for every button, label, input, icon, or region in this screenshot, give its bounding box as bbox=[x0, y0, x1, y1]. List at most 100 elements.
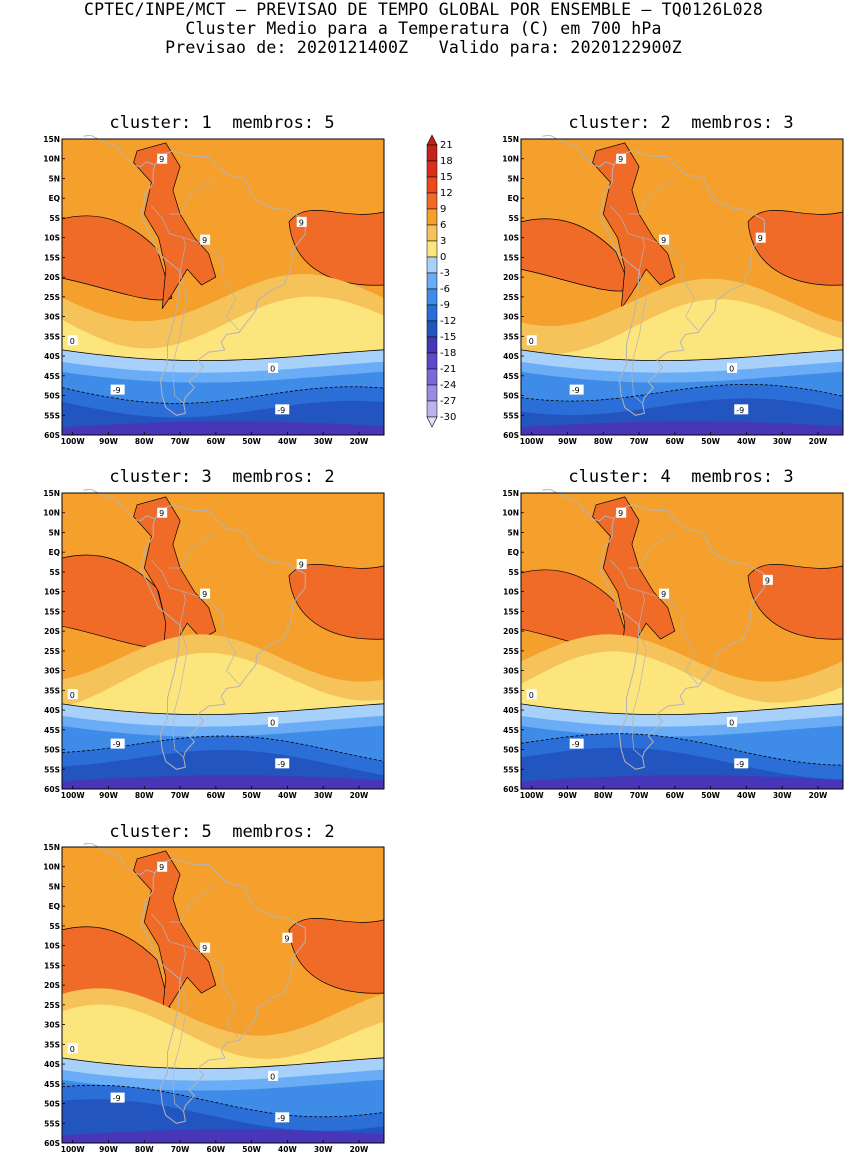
map-panel-3: 0 0 -9 -9 9 9 9 15N 10N 5N EQ 5S 10S 15S 20S 25S 30S 35S 4… bbox=[43, 489, 385, 799]
contour-label-9-north: 9 bbox=[618, 155, 623, 164]
colorbar-swatch bbox=[426, 288, 438, 306]
lon-label: 20W bbox=[350, 437, 369, 445]
contour-minus9 bbox=[61, 386, 385, 404]
lat-label: 15N bbox=[43, 135, 60, 144]
colorbar-swatch bbox=[426, 160, 438, 178]
lat-label: 55S bbox=[44, 1119, 60, 1128]
contour-label-0-west: 0 bbox=[70, 691, 75, 700]
contour-label-0-west-box bbox=[67, 335, 78, 346]
lat-label: 40S bbox=[503, 706, 519, 715]
lat-label: 10S bbox=[44, 942, 60, 951]
colorbar-label: -3 bbox=[440, 268, 450, 279]
colorbar-label: -15 bbox=[440, 332, 456, 343]
colorbar-swatch bbox=[426, 208, 438, 226]
country-border-1 bbox=[642, 591, 699, 685]
lat-label: 50S bbox=[503, 746, 519, 755]
coastline bbox=[599, 150, 765, 416]
contour-minus9 bbox=[61, 735, 385, 762]
coastline bbox=[140, 504, 306, 770]
lon-label: 60W bbox=[665, 791, 684, 799]
lon-label: 50W bbox=[242, 791, 261, 799]
colorbar-swatch bbox=[426, 368, 438, 386]
lat-label: 15N bbox=[502, 135, 519, 144]
lat-label: 10N bbox=[43, 509, 60, 518]
field-cold15 bbox=[62, 775, 384, 789]
contour-label-minus9-east-box bbox=[275, 404, 290, 415]
contour-label-9-east-box bbox=[296, 216, 307, 227]
lon-label: 80W bbox=[135, 1145, 154, 1153]
lon-label: 30W bbox=[773, 791, 792, 799]
contour-label-9-inland-box bbox=[659, 588, 670, 599]
contour-label-minus9-west-box bbox=[569, 738, 584, 749]
lon-label: 90W bbox=[558, 437, 577, 445]
coastline bbox=[140, 858, 306, 1124]
country-border-3 bbox=[610, 559, 645, 626]
lat-label: 60S bbox=[44, 1139, 60, 1148]
contour-label-9-inland: 9 bbox=[202, 236, 207, 245]
lat-label: 5S bbox=[49, 568, 60, 577]
country-border-0 bbox=[631, 625, 647, 758]
country-border-1 bbox=[183, 945, 240, 1039]
lon-label: 50W bbox=[701, 437, 720, 445]
lon-label: 30W bbox=[314, 437, 333, 445]
colorbar-label: -6 bbox=[440, 284, 450, 295]
contour-label-9-north: 9 bbox=[618, 509, 623, 518]
contour-label-minus9-east: -9 bbox=[277, 760, 285, 769]
panel-2-title: cluster: 2 membros: 3 bbox=[568, 113, 794, 133]
lat-label: 35S bbox=[44, 332, 60, 341]
contour-label-minus9-west-box bbox=[110, 384, 125, 395]
contour-label-minus9-east: -9 bbox=[736, 406, 744, 415]
lat-label: 5N bbox=[49, 528, 61, 537]
lat-label: 5N bbox=[49, 174, 61, 183]
lat-label: 15N bbox=[502, 489, 519, 498]
warm12-continent bbox=[133, 850, 217, 1017]
contour-label-9-inland-box bbox=[200, 588, 211, 599]
lat-label: 45S bbox=[44, 726, 60, 735]
contour-label-0-west-box bbox=[67, 1043, 78, 1054]
contour-label-9-inland: 9 bbox=[661, 590, 666, 599]
country-border-0 bbox=[631, 271, 647, 404]
lat-label: 5N bbox=[49, 882, 61, 891]
map-panel-1: 0 0 -9 -9 9 9 9 15N 10N 5N EQ 5S 10S 15S 20S 25S 30S 35S 4… bbox=[43, 135, 385, 445]
colorbar-label: -21 bbox=[440, 364, 456, 375]
contour-label-0-east-box bbox=[727, 716, 738, 727]
contour-label-9-inland: 9 bbox=[202, 944, 207, 953]
contour-label-9-north: 9 bbox=[159, 509, 164, 518]
lon-label: 70W bbox=[171, 437, 190, 445]
lat-label: 60S bbox=[503, 431, 519, 440]
lon-label: 60W bbox=[206, 791, 225, 799]
contour-minus9 bbox=[520, 384, 844, 402]
contour-label-0-west-box bbox=[526, 689, 537, 700]
warm12-continent bbox=[592, 496, 676, 663]
lat-label: 30S bbox=[44, 313, 60, 322]
lat-label: 15N bbox=[43, 843, 60, 852]
plot-frame bbox=[520, 138, 844, 436]
lat-label: 15S bbox=[44, 961, 60, 970]
header-line-2: Cluster Medio para a Temperatura (C) em … bbox=[185, 19, 662, 38]
contour-label-9-east-box bbox=[762, 574, 773, 585]
lat-label: 15S bbox=[44, 253, 60, 262]
lon-label: 20W bbox=[350, 1145, 369, 1153]
lat-label: 20S bbox=[44, 273, 60, 282]
warm12-pacific bbox=[61, 215, 173, 301]
country-border-0 bbox=[172, 625, 188, 758]
coastline-central-america bbox=[542, 135, 615, 168]
lat-label: 30S bbox=[44, 667, 60, 676]
map-panel-2: 0 0 -9 -9 9 9 9 15N 10N 5N EQ 5S 10S 15S 20S 25S 30S 35S 4… bbox=[502, 135, 844, 445]
lat-label: EQ bbox=[49, 902, 61, 911]
contour-label-9-east: 9 bbox=[758, 234, 763, 243]
country-border-2 bbox=[169, 178, 216, 215]
field-cold15 bbox=[62, 421, 384, 435]
lon-label: 50W bbox=[242, 437, 261, 445]
lon-label: 100W bbox=[61, 1145, 86, 1153]
panel-3-title: cluster: 3 membros: 2 bbox=[109, 467, 335, 487]
colorbar-swatch bbox=[426, 384, 438, 402]
coastline bbox=[140, 150, 306, 416]
country-border-3 bbox=[610, 205, 645, 272]
lat-label: 35S bbox=[503, 686, 519, 695]
lon-label: 60W bbox=[206, 1145, 225, 1153]
contour-label-minus9-west: -9 bbox=[572, 740, 580, 749]
country-border-3 bbox=[151, 559, 186, 626]
contour-label-0-east: 0 bbox=[270, 364, 275, 373]
lon-label: 90W bbox=[558, 791, 577, 799]
